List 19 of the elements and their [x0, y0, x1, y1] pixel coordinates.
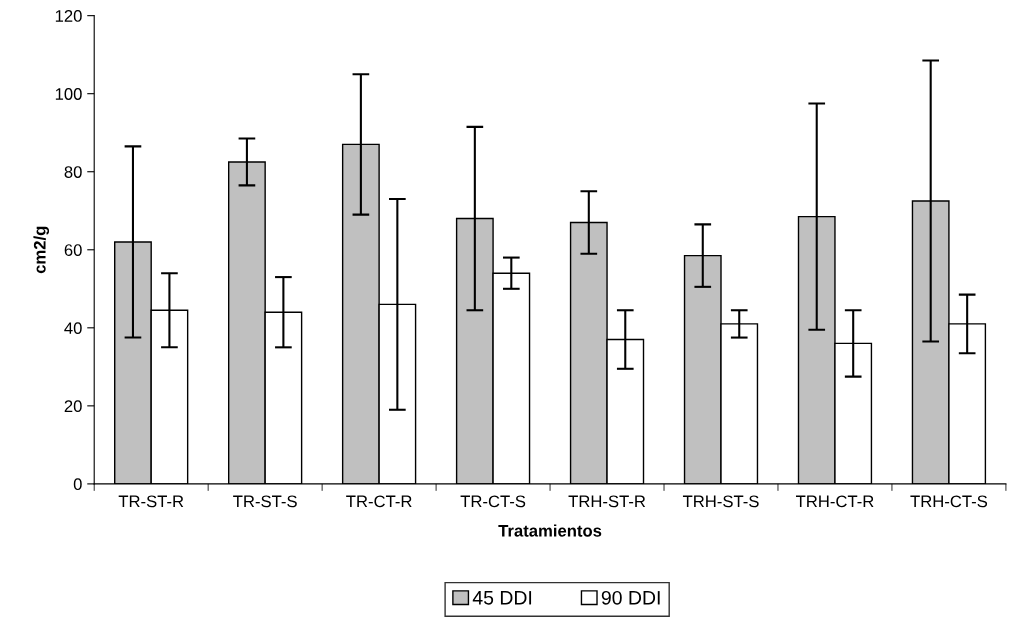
x-tick-label: TRH-CT-R: [796, 495, 874, 508]
x-tick-label: TRH-ST-S: [682, 495, 759, 508]
y-tick-label: 20: [64, 400, 82, 413]
x-tick-label: TR-CT-R: [346, 495, 412, 508]
x-tick-label: TRH-CT-S: [910, 495, 988, 508]
legend-label: 45 DDI: [472, 591, 532, 605]
x-tick-label: TRH-ST-R: [568, 495, 646, 508]
x-tick-label: TR-ST-R: [118, 495, 184, 508]
x-tick-label: TR-CT-S: [460, 495, 526, 508]
y-tick-label: 80: [64, 166, 82, 178]
y-tick-label: 120: [55, 10, 82, 22]
y-tick-label: 40: [64, 322, 82, 335]
x-tick-label: TR-ST-S: [233, 495, 297, 508]
y-tick-label: 60: [64, 244, 82, 256]
y-tick-label: 100: [55, 88, 82, 100]
y-tick-label: 0: [73, 478, 82, 491]
legend-label: 90 DDI: [601, 590, 660, 605]
x-axis-title: Tratamientos: [498, 524, 602, 537]
y-axis-title: cm2/g: [33, 226, 50, 274]
